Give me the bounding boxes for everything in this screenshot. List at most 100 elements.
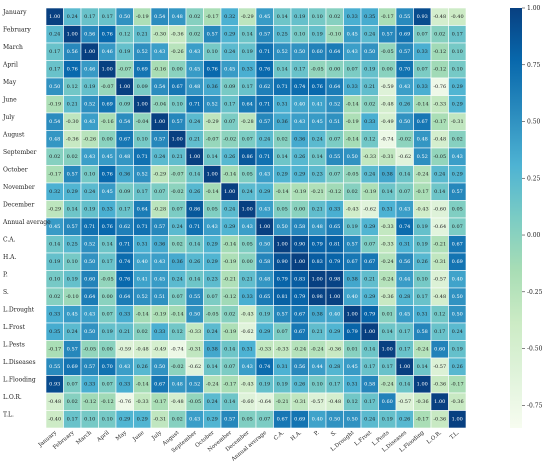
cell-value-label: 0.40	[312, 416, 323, 422]
cell-value-label: -0.40	[48, 416, 61, 422]
cell-value-label: -0.48	[171, 399, 184, 405]
cell-value-label: 0.17	[102, 259, 113, 265]
cell-value-label: 0.21	[364, 84, 375, 90]
cell-value-label: 0.43	[347, 49, 358, 55]
cell-value-label: -0.05	[188, 399, 201, 405]
cell-value-label: 0.10	[84, 171, 95, 177]
cell-value-label: 0.26	[189, 189, 200, 195]
cell-value-label: 0.79	[347, 329, 358, 335]
cell-value-label: 0.29	[277, 171, 288, 177]
cell-value-label: 0.33	[329, 206, 340, 212]
cell-value-label: 0.57	[399, 49, 410, 55]
cell-value-label: 0.64	[137, 206, 148, 212]
cell-value-label: 0.55	[49, 364, 60, 370]
cell-value-label: 0.02	[49, 154, 60, 160]
cell-value-label: 0.17	[242, 84, 253, 90]
cell-value-label: 0.54	[154, 84, 165, 90]
cell-value-label: 0.45	[224, 66, 235, 72]
cell-value-label: -0.12	[433, 49, 446, 55]
cell-value-label: 0.07	[417, 66, 428, 72]
row-label: December	[3, 202, 34, 209]
cell-value-label: 0.25	[67, 241, 78, 247]
cell-value-label: 0.51	[154, 294, 165, 300]
cell-value-label: 0.24	[312, 136, 323, 142]
cell-value-label: -0.60	[433, 206, 446, 212]
cell-value-label: 0.43	[259, 171, 270, 177]
cell-value-label: -0.31	[451, 119, 464, 125]
cell-value-label: 0.02	[67, 399, 78, 405]
cell-value-label: 0.55	[189, 294, 200, 300]
cell-value-label: 0.26	[294, 381, 305, 387]
cell-value-label: -0.48	[433, 14, 446, 20]
cell-value-label: 0.69	[67, 364, 78, 370]
cell-value-label: 0.83	[294, 276, 305, 282]
cell-value-label: 1.00	[84, 49, 95, 55]
cell-value-label: -0.02	[223, 136, 236, 142]
cell-value-label: -0.33	[136, 399, 149, 405]
cell-value-label: 0.65	[259, 294, 270, 300]
cell-value-label: 0.17	[102, 14, 113, 20]
cell-value-label: 0.83	[312, 259, 323, 265]
cell-value-label: 0.17	[294, 66, 305, 72]
cell-value-label: 0.48	[172, 381, 183, 387]
cell-value-label: -0.26	[83, 136, 96, 142]
cell-value-label: 0.10	[312, 381, 323, 387]
cell-value-label: 0.10	[417, 276, 428, 282]
cell-value-label: 0.79	[277, 276, 288, 282]
cell-value-label: 1.00	[329, 294, 340, 300]
cell-value-label: -0.05	[433, 154, 446, 160]
cell-value-label: 0.17	[399, 346, 410, 352]
cell-value-label: -0.05	[311, 66, 324, 72]
cell-value-label: 0.12	[364, 136, 375, 142]
cell-value-label: -0.48	[433, 136, 446, 142]
cell-value-label: -0.14	[223, 241, 236, 247]
cell-value-label: 0.07	[242, 136, 253, 142]
cell-value-label: 0.76	[312, 84, 323, 90]
cell-value-label: 1.00	[452, 416, 463, 422]
cell-value-label: 0.28	[329, 364, 340, 370]
cell-value-label: 0.69	[294, 416, 305, 422]
cell-value-label: 0.17	[382, 364, 393, 370]
cell-value-label: -0.02	[171, 189, 184, 195]
cell-value-label: -0.19	[363, 189, 376, 195]
cell-value-label: 0.24	[67, 329, 78, 335]
cell-value-label: 0.19	[84, 206, 95, 212]
cell-value-label: -0.19	[223, 259, 236, 265]
cell-value-label: -0.30	[66, 119, 79, 125]
colorbar: 1.00 0.75 0.50 0.25 0.00 -0.25 -0.50 -0.75	[510, 5, 543, 428]
cell-value-label: 0.46	[102, 49, 113, 55]
colorbar-tick-label: -0.25	[527, 289, 543, 296]
cell-value-label: -0.14	[171, 311, 184, 317]
cell-value-label: 0.14	[382, 329, 393, 335]
cell-value-label: 0.07	[224, 364, 235, 370]
cell-value-label: -0.05	[381, 49, 394, 55]
cell-value-label: 0.57	[224, 416, 235, 422]
cell-value-label: 0.14	[277, 154, 288, 160]
cell-value-label: -0.31	[293, 399, 306, 405]
cell-value-label: 0.26	[452, 364, 463, 370]
cell-value-label: 0.71	[277, 84, 288, 90]
cell-value-label: 0.57	[382, 31, 393, 37]
cell-value-label: 0.02	[137, 329, 148, 335]
cell-value-label: -0.21	[311, 189, 324, 195]
cell-value-label: 0.10	[67, 259, 78, 265]
cell-value-label: 0.24	[67, 14, 78, 20]
cell-value-label: -0.24	[381, 276, 394, 282]
cell-value-label: 0.71	[119, 241, 130, 247]
cell-value-label: 0.07	[329, 171, 340, 177]
cell-value-label: 0.02	[434, 31, 445, 37]
column-label: C.A.	[273, 430, 286, 442]
cell-value-label: 1.00	[259, 224, 270, 230]
cell-value-label: 0.09	[119, 101, 130, 107]
cell-value-label: 0.48	[189, 84, 200, 90]
cell-value-label: 0.43	[242, 364, 253, 370]
cell-value-label: 1.00	[399, 364, 410, 370]
cell-value-label: 0.93	[417, 14, 428, 20]
row-label: August	[2, 132, 25, 139]
cell-value-label: 0.43	[259, 206, 270, 212]
cell-value-label: 0.45	[399, 311, 410, 317]
cell-value-label: -0.48	[136, 346, 149, 352]
cell-value-label: 0.09	[119, 189, 130, 195]
cell-value-label: -0.14	[276, 189, 289, 195]
